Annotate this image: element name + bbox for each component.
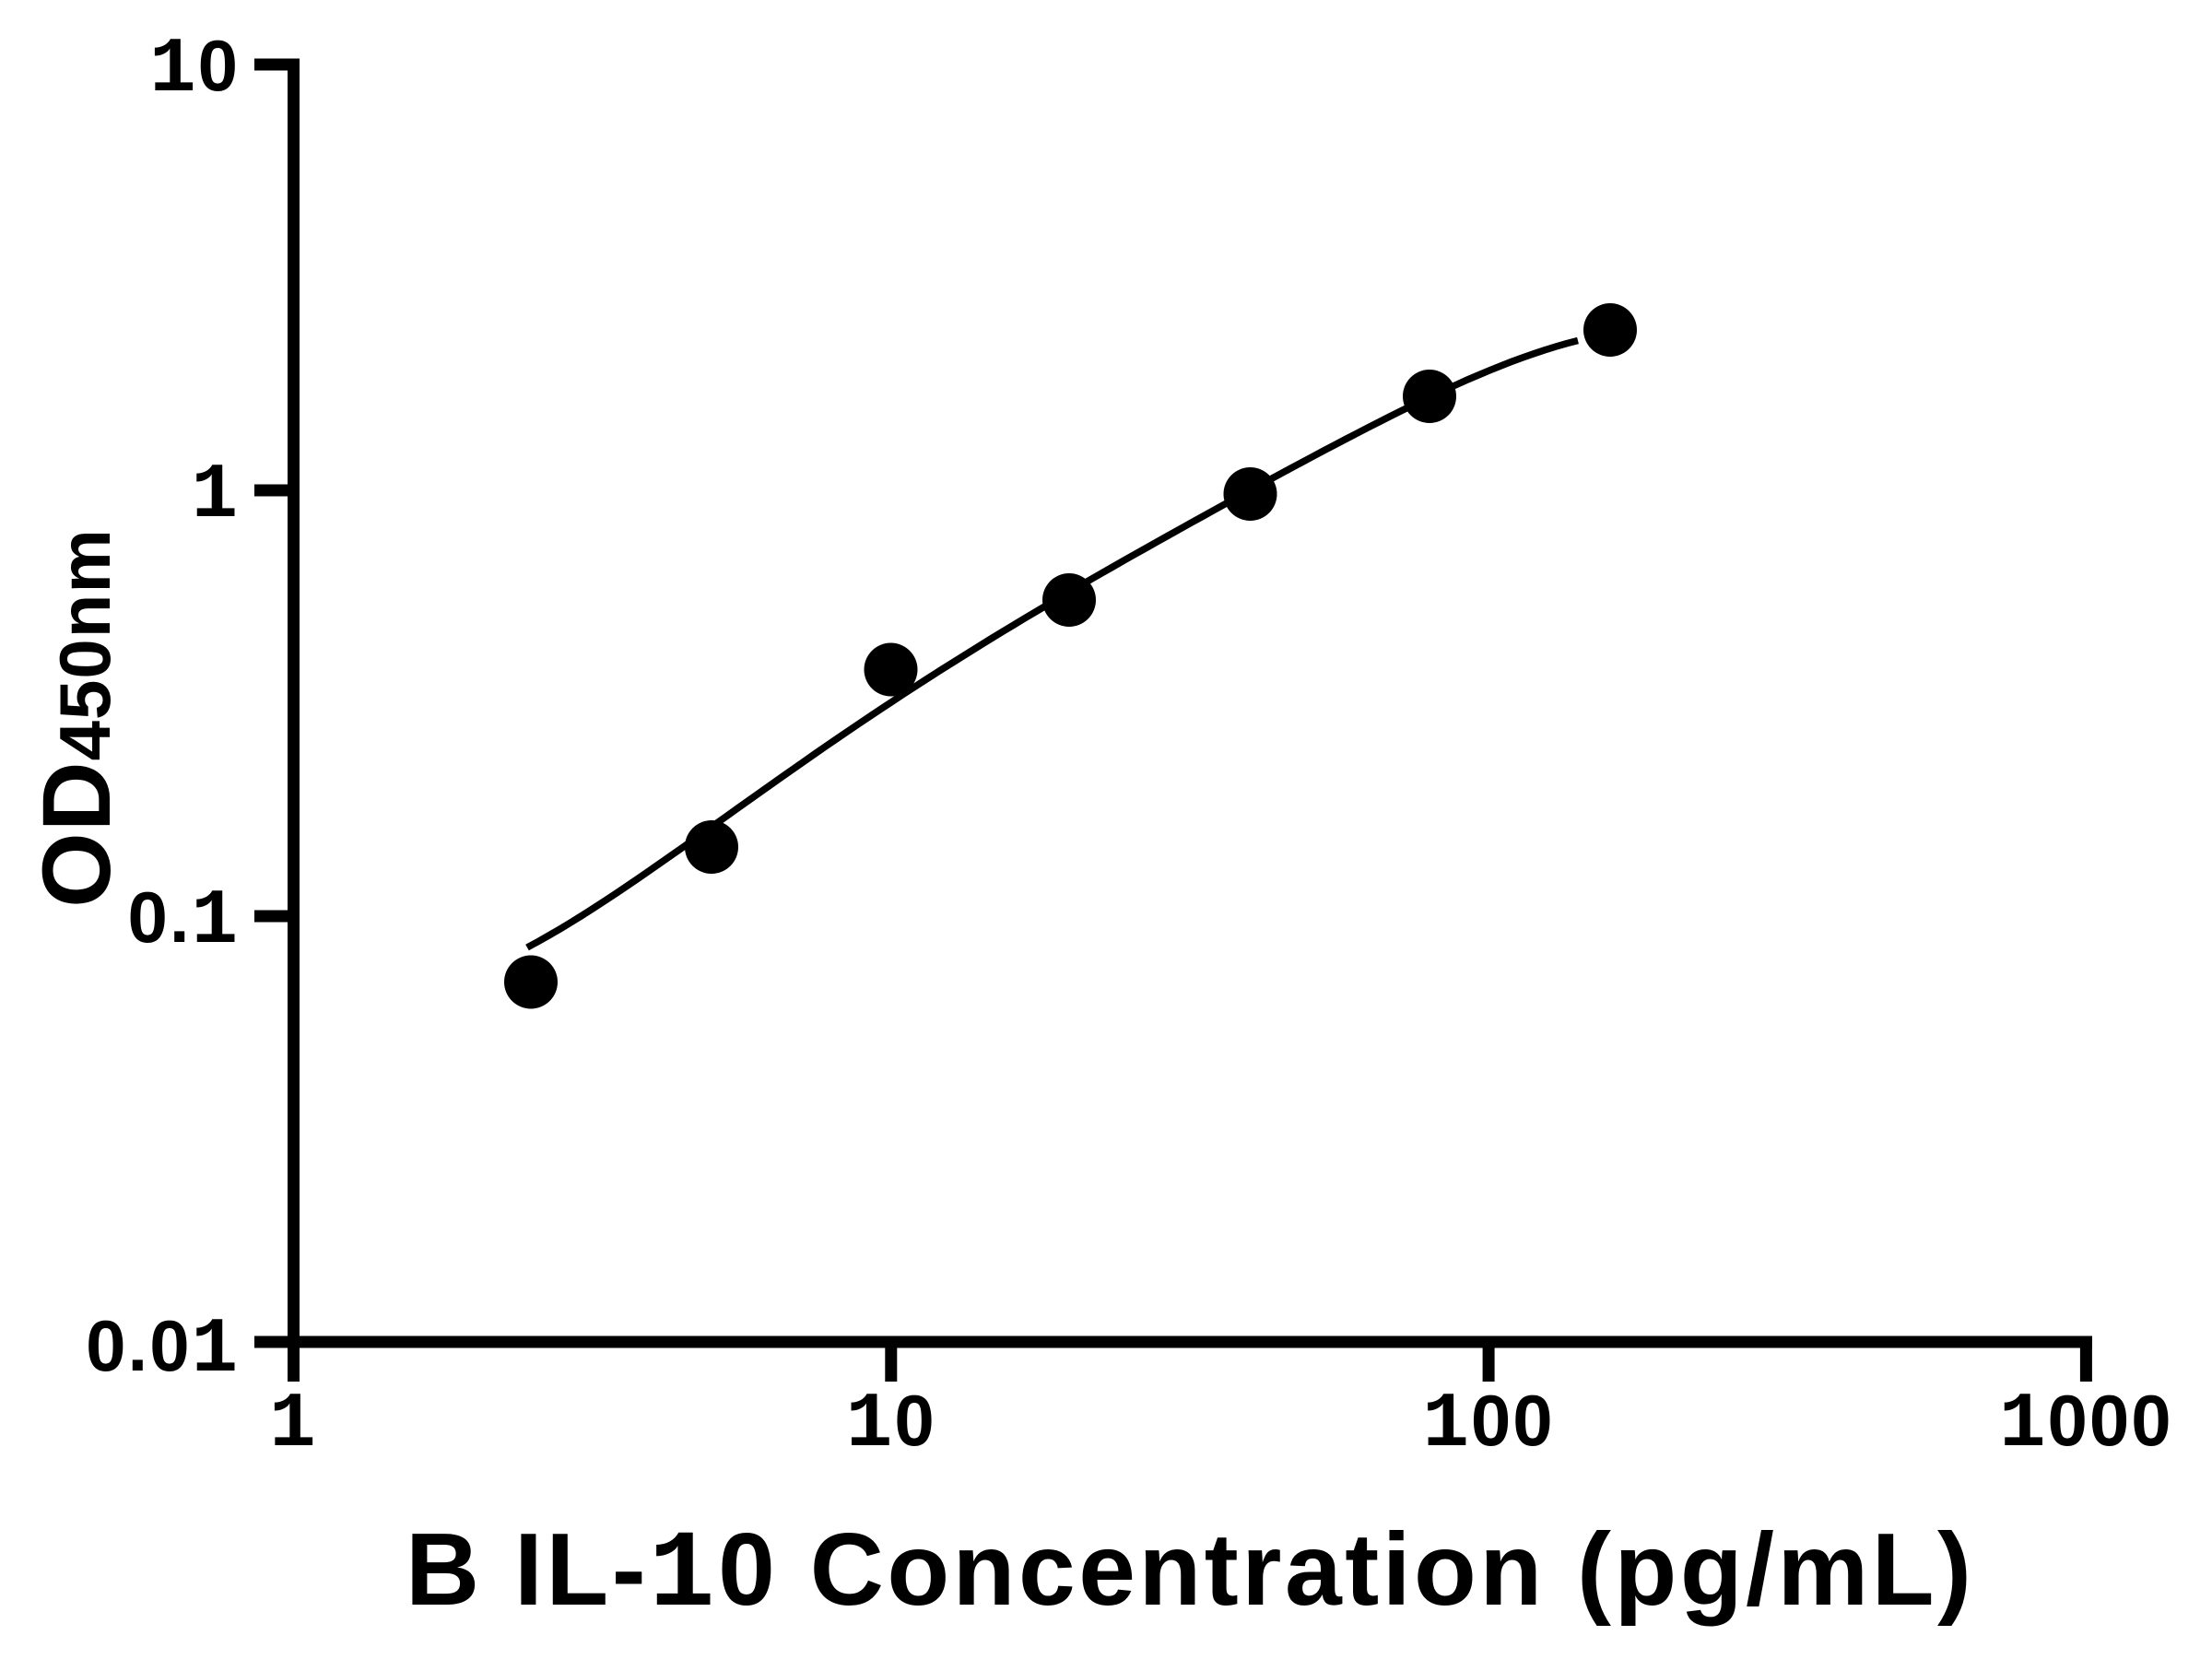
svg-text:1: 1 (192, 453, 240, 540)
svg-text:B IL-10 Concentration (pg/mL): B IL-10 Concentration (pg/mL) (406, 1512, 1971, 1638)
svg-text:10: 10 (846, 1380, 936, 1469)
svg-text:0.01: 0.01 (86, 1305, 240, 1394)
svg-text:0.1: 0.1 (128, 877, 240, 966)
svg-text:10: 10 (149, 25, 240, 114)
svg-text:100: 100 (1423, 1380, 1555, 1469)
svg-text:OD450nm: OD450nm (23, 528, 131, 908)
svg-text:1000: 1000 (1999, 1380, 2173, 1469)
svg-text:1: 1 (269, 1382, 317, 1469)
